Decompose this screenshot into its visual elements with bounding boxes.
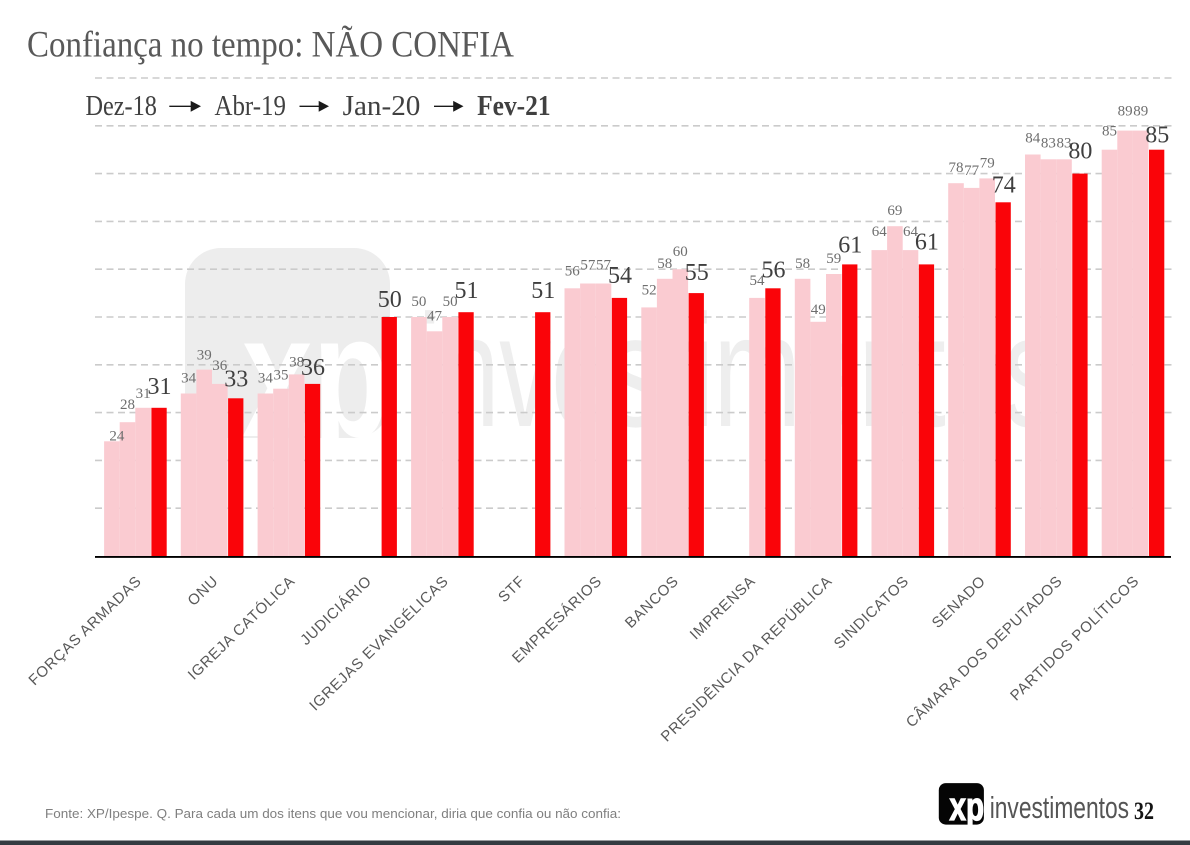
svg-text:85: 85 [1102, 124, 1117, 140]
svg-text:Abr-19: Abr-19 [215, 91, 286, 122]
svg-text:77: 77 [964, 163, 980, 179]
svg-text:34: 34 [258, 371, 274, 387]
svg-text:83: 83 [1057, 135, 1072, 151]
svg-text:31: 31 [148, 374, 172, 400]
svg-text:Dez-18: Dez-18 [86, 91, 157, 122]
svg-text:79: 79 [980, 155, 995, 171]
svg-text:58: 58 [657, 256, 672, 272]
svg-text:34: 34 [181, 371, 197, 387]
svg-text:84: 84 [1025, 131, 1041, 147]
svg-text:51: 51 [455, 278, 479, 304]
svg-text:33: 33 [224, 366, 248, 392]
svg-text:35: 35 [274, 368, 289, 384]
svg-text:52: 52 [642, 282, 657, 298]
svg-text:89: 89 [1133, 104, 1148, 120]
svg-text:54: 54 [750, 273, 766, 289]
svg-text:Jan-20: Jan-20 [343, 91, 421, 122]
svg-text:50: 50 [378, 287, 402, 313]
svg-text:36: 36 [212, 358, 228, 374]
svg-text:31: 31 [136, 386, 151, 402]
svg-text:50: 50 [411, 294, 426, 310]
svg-text:61: 61 [838, 232, 862, 258]
svg-text:60: 60 [673, 244, 688, 260]
svg-text:24: 24 [109, 428, 125, 444]
svg-text:Confiança no tempo: NÃO CONFIA: Confiança no tempo: NÃO CONFIA [27, 25, 514, 66]
svg-text:89: 89 [1118, 104, 1133, 120]
svg-text:32: 32 [1134, 798, 1154, 825]
svg-text:85: 85 [1145, 123, 1169, 149]
svg-text:56: 56 [565, 263, 581, 279]
svg-text:39: 39 [197, 348, 212, 364]
svg-text:74: 74 [992, 172, 1016, 198]
svg-text:49: 49 [811, 302, 826, 318]
svg-text:38: 38 [289, 354, 304, 370]
svg-text:59: 59 [826, 251, 841, 267]
svg-text:57: 57 [580, 258, 596, 274]
svg-text:50: 50 [443, 294, 458, 310]
svg-text:Fev-21: Fev-21 [477, 91, 550, 122]
svg-text:54: 54 [608, 263, 632, 289]
svg-text:61: 61 [915, 229, 939, 255]
svg-text:64: 64 [872, 224, 888, 240]
svg-text:36: 36 [301, 355, 325, 381]
svg-text:78: 78 [949, 160, 964, 176]
svg-text:47: 47 [427, 308, 443, 324]
svg-text:83: 83 [1041, 135, 1056, 151]
svg-text:51: 51 [531, 278, 555, 304]
svg-text:Fonte: XP/Ipespe. Q. Para cada: Fonte: XP/Ipespe. Q. Para cada um dos it… [45, 806, 621, 821]
svg-text:64: 64 [903, 224, 919, 240]
svg-text:56: 56 [762, 257, 786, 283]
svg-text:80: 80 [1068, 139, 1092, 165]
svg-text:28: 28 [120, 397, 135, 413]
svg-text:69: 69 [887, 203, 902, 219]
svg-text:57: 57 [596, 258, 612, 274]
svg-text:xp: xp [950, 785, 985, 829]
svg-text:investimentos: investimentos [990, 790, 1129, 825]
svg-text:58: 58 [795, 256, 810, 272]
svg-text:55: 55 [685, 260, 709, 286]
